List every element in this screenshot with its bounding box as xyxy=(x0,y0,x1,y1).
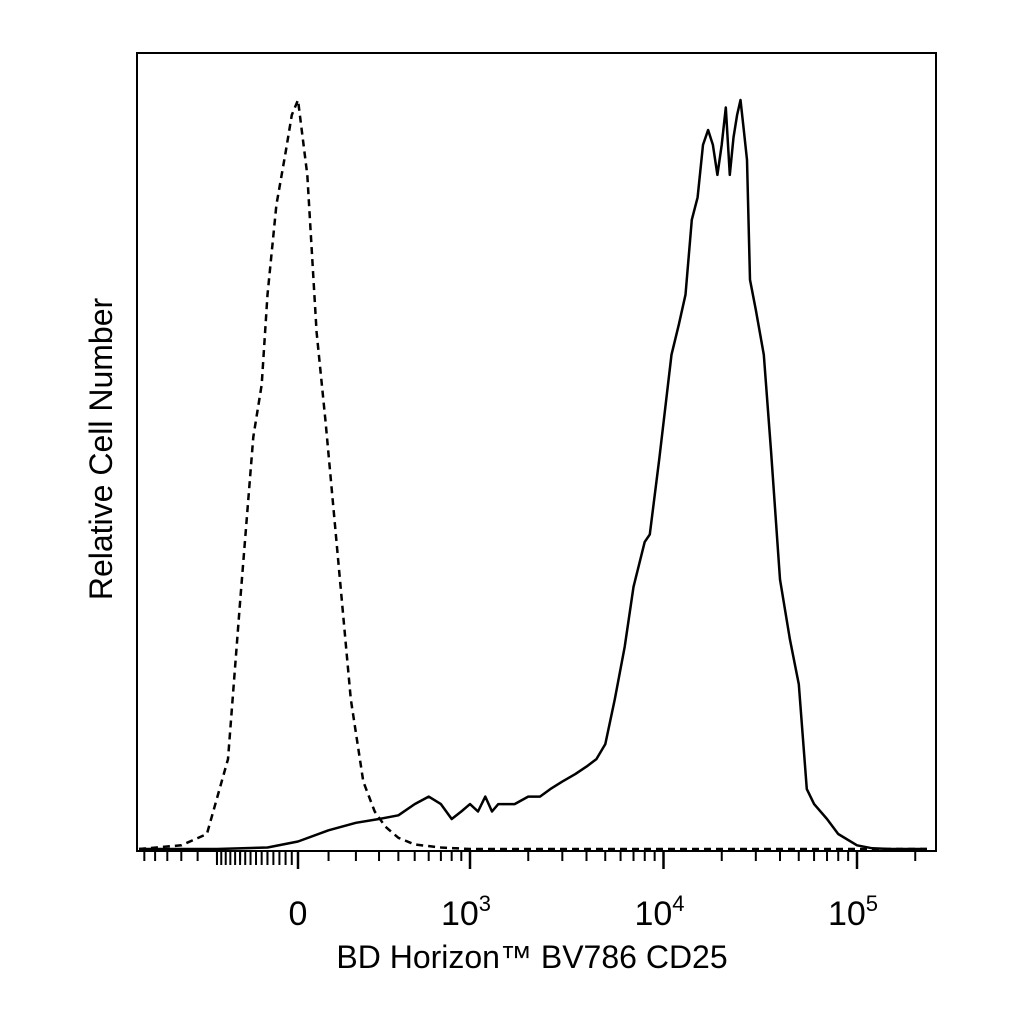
x-tick-label-2: 104 xyxy=(634,891,684,933)
x-tick-label-1: 103 xyxy=(441,891,491,933)
x-axis-title: BD Horizon™ BV786 CD25 xyxy=(336,939,727,975)
y-axis-title: Relative Cell Number xyxy=(83,297,119,600)
x-axis-ticks xyxy=(143,851,917,869)
x-tick-label-0: 0 xyxy=(289,895,308,933)
x-tick-label-3: 105 xyxy=(828,891,878,933)
series-line-0 xyxy=(138,98,927,851)
series-layer xyxy=(138,98,927,851)
plot-frame xyxy=(136,52,937,852)
series-line-1 xyxy=(139,98,927,851)
x-axis-tick-labels: 0 103 104 105 xyxy=(289,891,879,933)
